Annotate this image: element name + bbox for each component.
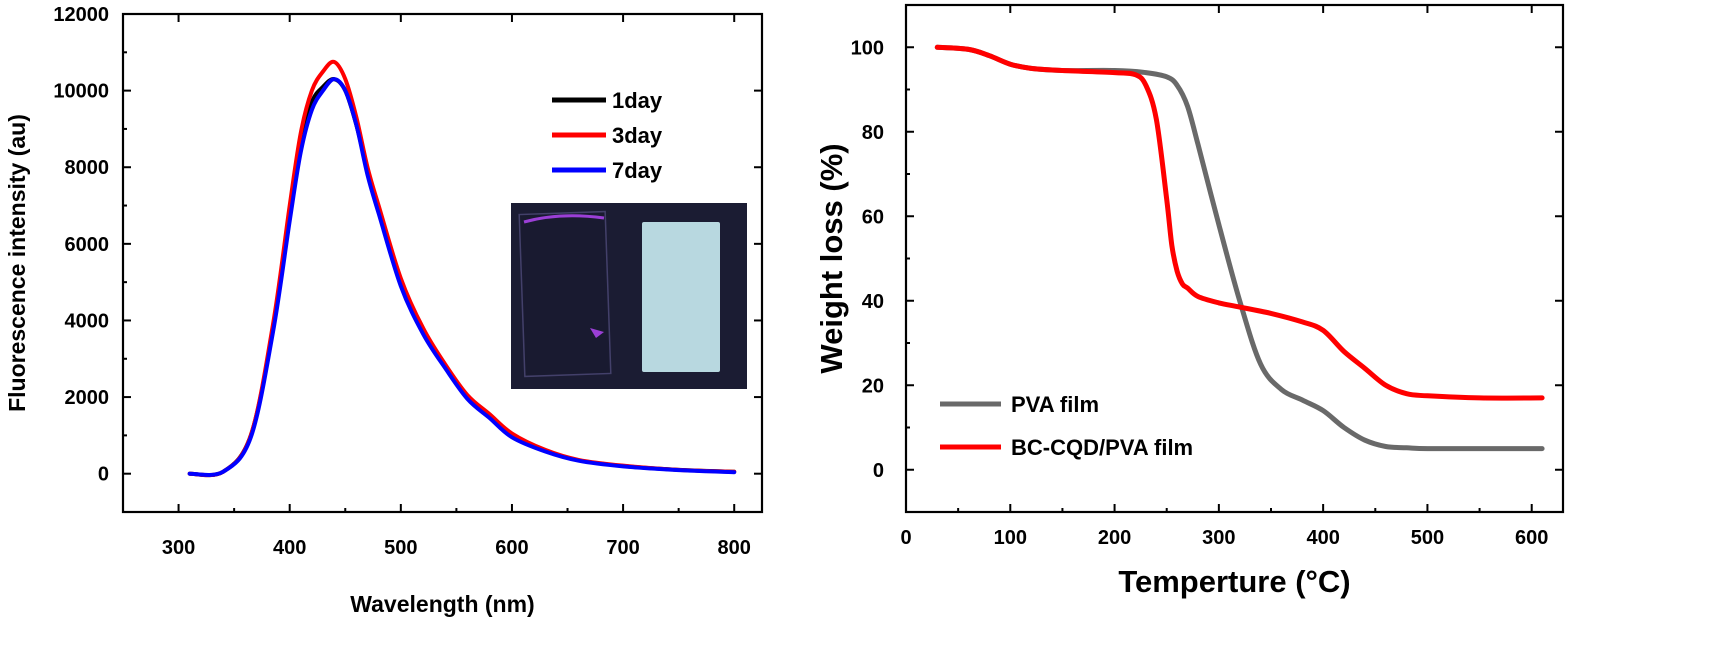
plot-frame [121, 12, 764, 514]
legend: PVA film BC-CQD/PVA film [940, 392, 1193, 460]
inset-empty-film [518, 210, 612, 378]
y-tick-label: 100 [851, 37, 884, 59]
y-tick-label: 80 [862, 122, 884, 144]
inset-photo [511, 203, 747, 389]
x-tick-label: 700 [606, 537, 639, 559]
x-tick-label: 300 [1202, 527, 1235, 549]
legend-label-1day: 1day [612, 88, 663, 113]
y-tick-label: 10000 [53, 81, 109, 103]
x-axis-label: Temperture (°C) [1118, 564, 1350, 599]
legend-label-pva-film: PVA film [1011, 392, 1099, 417]
inset-film-glow-mark [590, 328, 604, 338]
y-tick-label: 8000 [65, 157, 110, 179]
y-tick-label: 0 [98, 464, 109, 486]
y-tick-label: 6000 [65, 234, 110, 256]
legend: 1day 3day 7day [552, 88, 663, 183]
x-tick-label: 0 [900, 527, 911, 549]
x-tick-label: 300 [162, 537, 195, 559]
tga-chart: 0 100 200 300 400 500 600 0 20 40 60 80 100 Tempertur… [814, 3, 1565, 599]
y-tick-label: 2000 [65, 387, 110, 409]
series-line-pva-film [934, 44, 1545, 452]
y-tick-label: 4000 [65, 310, 110, 332]
legend-label-3day: 3day [612, 123, 663, 148]
x-tick-label: 400 [1306, 527, 1339, 549]
x-tick-label: 500 [1411, 527, 1444, 549]
x-tick-label: 100 [994, 527, 1027, 549]
y-axis-label: Weight loss (%) [814, 143, 849, 373]
x-axis-label: Wavelength (nm) [350, 591, 534, 617]
series-line-bc-cqd-pva-film [934, 44, 1545, 401]
y-tick-label: 20 [862, 375, 884, 397]
plot-frame [904, 3, 1565, 514]
x-tick-label: 600 [495, 537, 528, 559]
y-tick-label: 40 [862, 291, 884, 313]
y-tick-label: 60 [862, 206, 884, 228]
fluorescence-chart: 300 400 500 600 700 8000200040006000800010000… [4, 4, 764, 617]
y-tick-label: 12000 [53, 4, 109, 26]
x-tick-label: 500 [384, 537, 417, 559]
series-line-7day [187, 77, 737, 477]
y-tick-label: 0 [873, 460, 884, 482]
y-axis-label: Fluorescence intensity (au) [4, 114, 30, 412]
legend-label-7day: 7day [612, 158, 663, 183]
legend-label-bc-cqd-pva-film: BC-CQD/PVA film [1011, 435, 1193, 460]
inset-fluorescent-film [642, 222, 720, 372]
x-tick-label: 200 [1098, 527, 1131, 549]
x-tick-label: 400 [273, 537, 306, 559]
inset-film-glow-edge [523, 214, 605, 224]
x-tick-label: 600 [1515, 527, 1548, 549]
x-tick-label: 800 [718, 537, 751, 559]
